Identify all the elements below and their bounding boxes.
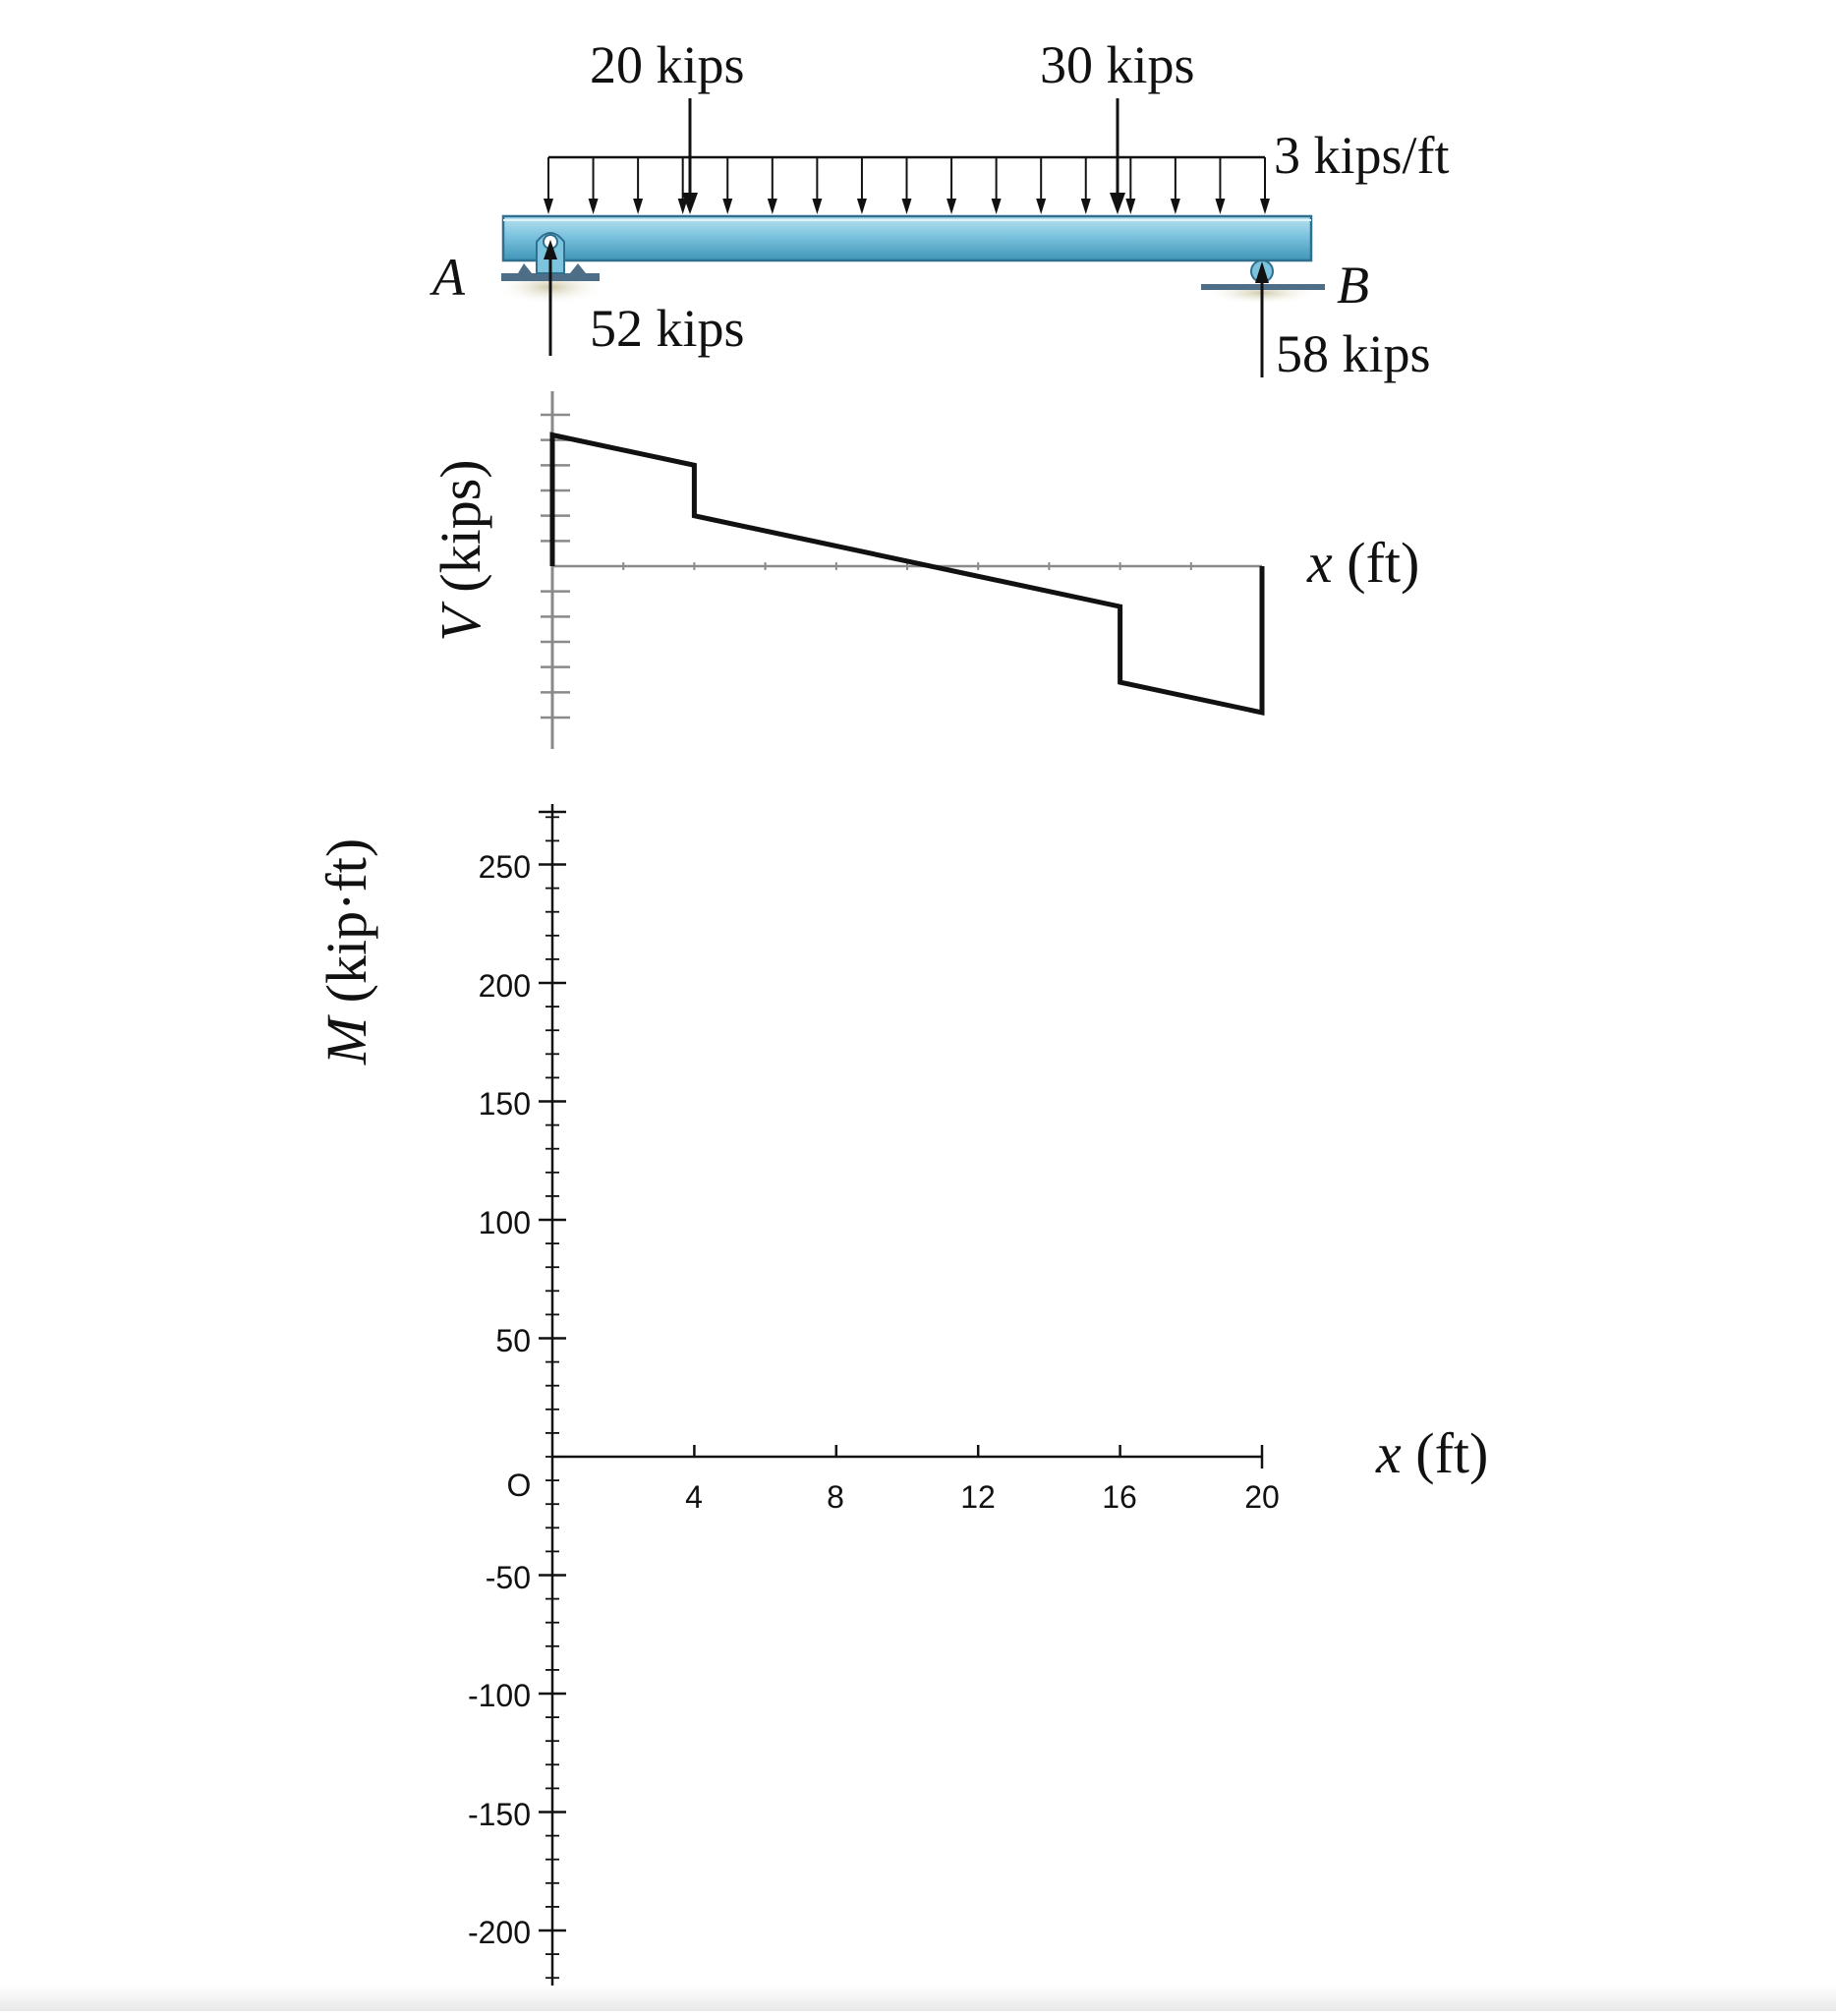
shear-x-var: x — [1306, 531, 1333, 595]
moment-x-tick-12: 12 — [960, 1479, 996, 1515]
distributed-load-arrowhead — [767, 199, 777, 214]
pin-support-a: A 52 kips — [430, 232, 745, 358]
point-load-20-arrowhead — [682, 193, 698, 214]
distributed-load-arrowhead — [1260, 199, 1270, 214]
distributed-load-arrowhead — [633, 199, 644, 214]
distributed-load: 3 kips/ft — [544, 126, 1450, 214]
moment-y-tick-250: 250 — [479, 849, 531, 885]
reaction-b-arrowhead — [1255, 261, 1269, 283]
moment-x-tick-16: 16 — [1102, 1479, 1137, 1515]
moment-minor-ticks — [539, 810, 1121, 2003]
shear-diagram: V (kips) x (ft) — [429, 391, 1419, 749]
distributed-load-arrowhead — [812, 199, 823, 214]
distributed-load-arrowhead — [1125, 199, 1136, 214]
point-load-20: 20 kips — [590, 35, 745, 214]
distributed-load-arrowhead — [947, 199, 957, 214]
distributed-load-arrowhead — [544, 199, 553, 214]
reaction-a-arrowhead — [544, 240, 557, 259]
shear-curve — [549, 432, 1265, 716]
moment-y-unit: (kip·ft) — [315, 838, 378, 1017]
distributed-load-arrowhead — [677, 199, 688, 214]
moment-x-tick-4: 4 — [685, 1479, 703, 1515]
distributed-load-arrows — [544, 157, 1270, 214]
moment-y-var: M — [315, 1014, 378, 1066]
support-a-label: A — [430, 248, 466, 307]
moment-origin-label: O — [507, 1468, 532, 1503]
moment-y-tick-labels: 250 200 150 100 50 -50 -100 -150 -200 — [468, 849, 531, 1950]
shear-x-unit: (ft) — [1333, 531, 1420, 595]
moment-x-unit: (ft) — [1402, 1421, 1489, 1485]
moment-y-tick-minus-200: -200 — [468, 1915, 531, 1950]
shear-y-var: V — [429, 601, 492, 642]
distributed-load-arrowhead — [1170, 199, 1180, 214]
reaction-a-label: 52 kips — [590, 299, 745, 358]
point-load-20-label: 20 kips — [590, 35, 745, 94]
moment-y-tick-200: 200 — [479, 968, 531, 1004]
distributed-load-arrowhead — [1036, 199, 1047, 214]
moment-x-var: x — [1375, 1421, 1402, 1485]
moment-y-tick-50: 50 — [495, 1323, 531, 1358]
moment-y-axis-label: M (kip·ft) — [315, 838, 378, 1066]
moment-y-tick-150: 150 — [479, 1086, 531, 1122]
distributed-load-label: 3 kips/ft — [1274, 126, 1450, 185]
moment-y-tick-minus-150: -150 — [468, 1797, 531, 1832]
moment-y-tick-100: 100 — [479, 1205, 531, 1240]
point-load-30-label: 30 kips — [1040, 35, 1195, 94]
support-b-label: B — [1337, 256, 1369, 315]
distributed-load-arrowhead — [588, 199, 599, 214]
support-a-foot-right — [570, 263, 586, 273]
moment-x-axis-label: x (ft) — [1375, 1421, 1488, 1485]
point-load-30: 30 kips — [1040, 35, 1195, 214]
distributed-load-arrowhead — [991, 199, 1002, 214]
distributed-load-arrowhead — [1080, 199, 1091, 214]
beam-diagram: 3 kips/ft 20 kips 30 kips A — [430, 35, 1450, 383]
reaction-b-label: 58 kips — [1276, 324, 1431, 383]
moment-y-tick-minus-50: -50 — [486, 1560, 531, 1595]
point-load-30-arrowhead — [1110, 193, 1125, 214]
support-a-foot-left — [518, 263, 532, 273]
shear-y-axis-label: V (kips) — [429, 459, 492, 641]
distributed-load-arrowhead — [901, 199, 912, 214]
beam-body — [501, 214, 1313, 262]
distributed-load-arrowhead — [722, 199, 733, 214]
distributed-load-arrowhead — [1215, 199, 1226, 214]
roller-support-b: B 58 kips — [1201, 256, 1431, 383]
bottom-edge-shading — [0, 1986, 1836, 2011]
moment-x-tick-20: 20 — [1244, 1479, 1280, 1515]
shear-x-axis-label: x (ft) — [1306, 531, 1419, 595]
moment-x-tick-labels: O 4 8 12 16 20 — [507, 1468, 1280, 1515]
distributed-load-arrowhead — [856, 199, 867, 214]
moment-y-tick-minus-100: -100 — [468, 1678, 531, 1713]
moment-x-tick-8: 8 — [827, 1479, 844, 1515]
moment-diagram: 250 200 150 100 50 -50 -100 -150 -200 O … — [315, 804, 1488, 2011]
shear-y-unit: (kips) — [429, 459, 492, 606]
